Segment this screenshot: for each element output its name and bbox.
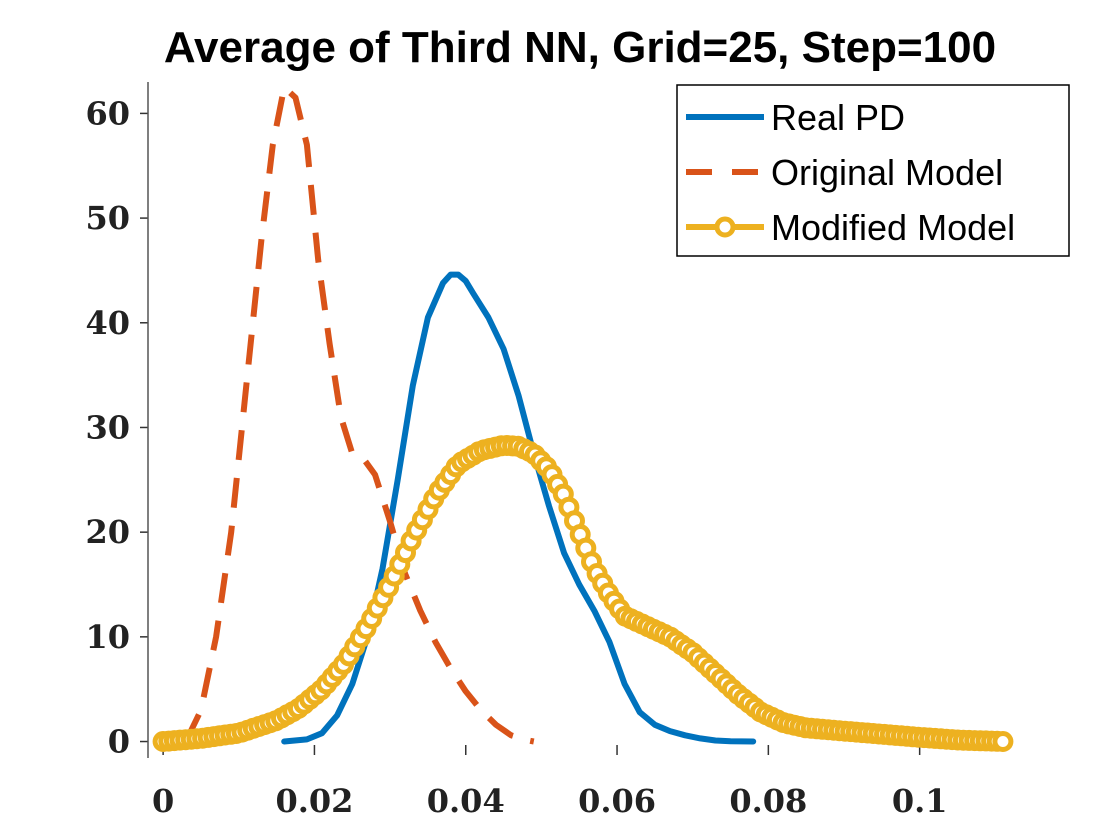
y-tick-label: 10 [85,618,130,656]
series-real-pd [281,271,757,745]
y-tick-label: 30 [85,408,130,446]
y-tick-label: 60 [85,94,130,132]
series-modified-model [152,435,1014,752]
chart-title: Average of Third NN, Grid=25, Step=100 [164,23,996,72]
plot-area [152,84,1014,752]
legend-marker [714,216,736,238]
series-original-model [183,84,535,745]
x-tick-label: 0.02 [275,782,353,820]
y-tick-label: 50 [85,199,130,237]
legend-label: Original Model [771,152,1003,193]
axes: 0 10 20 30 40 50 60 0 0.02 0.04 0.06 0.08 0.1 [85,82,947,820]
y-tick-label: 40 [85,304,130,342]
series-line [281,271,757,745]
x-tick-label: 0.08 [729,782,807,820]
y-tick-label: 20 [85,513,130,551]
legend-label: Modified Model [771,207,1015,248]
series-line [183,84,535,745]
x-tick-label: 0 [152,782,174,820]
x-tick-label: 0.1 [892,782,948,820]
legend-item: Modified Model [686,207,1015,248]
x-tick-label: 0.06 [578,782,656,820]
legend-label: Real PD [771,97,905,138]
series-marker [992,731,1014,752]
y-tick-label: 0 [108,723,130,761]
legend-item: Real PD [686,97,905,138]
legend: Real PD Original Model Modified Model [676,84,1070,257]
legend-item: Original Model [686,152,1003,193]
title-group: Average of Third NN, Grid=25, Step=100 [164,23,996,72]
x-tick-label: 0.04 [427,782,505,820]
